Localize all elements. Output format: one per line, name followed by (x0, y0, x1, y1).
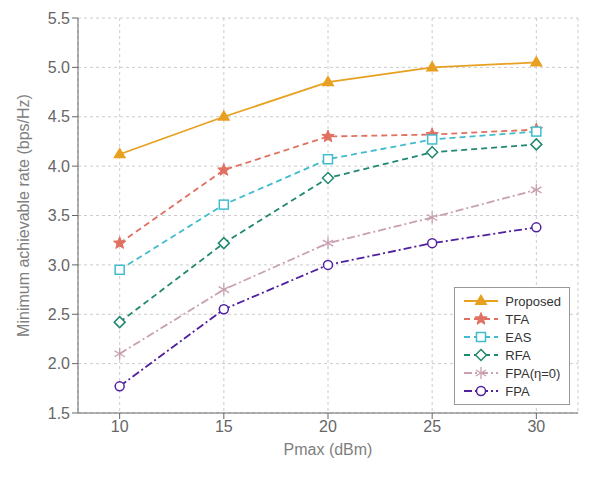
svg-text:2.0: 2.0 (48, 355, 70, 372)
html-text:RFA: RFA (505, 347, 531, 363)
html-text:EAS: EAS (505, 329, 532, 345)
svg-text:3.0: 3.0 (48, 257, 70, 274)
svg-text:2.5: 2.5 (48, 306, 70, 323)
html-text:FPA: FPA (505, 383, 530, 399)
svg-text:20: 20 (319, 418, 337, 435)
svg-text:Pmax (dBm): Pmax (dBm) (284, 441, 373, 458)
html-text:Proposed: Proposed (505, 293, 561, 309)
svg-text:4.5: 4.5 (48, 108, 70, 125)
html-text:FPA(η=0): FPA(η=0) (505, 365, 561, 381)
svg-text:3.5: 3.5 (48, 207, 70, 224)
svg-text:1.5: 1.5 (48, 405, 70, 422)
svg-text:10: 10 (111, 418, 129, 435)
svg-text:Minimum achievable rate (bps/H: Minimum achievable rate (bps/Hz) (15, 94, 32, 337)
svg-text:5.0: 5.0 (48, 59, 70, 76)
html-text:TFA: TFA (505, 311, 530, 327)
svg-text:5.5: 5.5 (48, 10, 70, 27)
svg-text:4.0: 4.0 (48, 158, 70, 175)
svg-text:30: 30 (527, 418, 545, 435)
svg-text:15: 15 (215, 418, 233, 435)
svg-text:25: 25 (423, 418, 441, 435)
